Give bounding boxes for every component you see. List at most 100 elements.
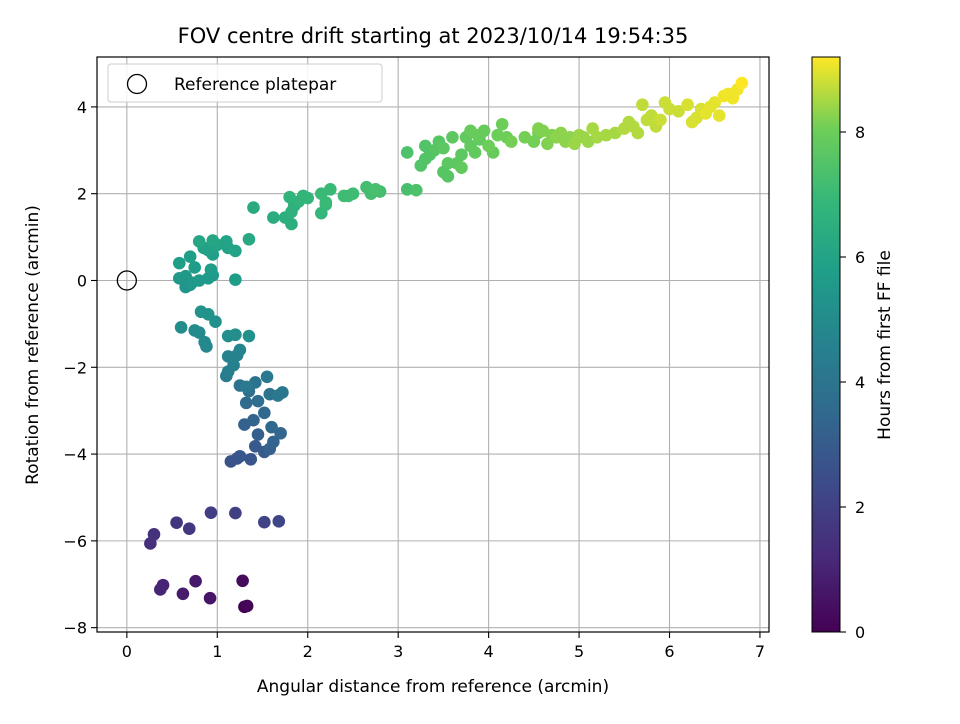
data-point [206,234,220,247]
data-point [229,328,242,342]
data-point [239,396,253,410]
data-point [441,157,455,170]
grid-lines [97,57,769,632]
y-tick-label: −8 [63,619,87,638]
data-point [324,183,337,196]
colorbar: 0 2 4 6 8 Hours from first FF file [811,56,895,642]
colorbar-label: Hours from first FF file [875,250,895,440]
data-point [681,98,694,112]
data-point [301,191,315,205]
data-point [183,250,197,263]
reference-marker [116,270,137,291]
data-point [244,452,258,466]
data-point [455,148,468,161]
data-point [482,139,495,153]
data-point [188,324,201,337]
data-point [179,269,192,283]
reference-point-marker [116,270,137,291]
x-tick-label: 3 [393,642,403,661]
data-point [247,201,260,214]
data-point [504,135,518,148]
data-point [712,109,726,122]
data-point [174,321,188,334]
data-point [242,329,256,343]
data-point [251,394,265,408]
colorbar-tick-label: 4 [855,373,865,392]
data-point [203,591,217,605]
data-point [319,196,333,209]
y-axis-label: Rotation from reference (arcmin) [23,205,43,485]
legend-marker-icon [126,73,148,95]
x-tick-label: 6 [664,642,674,661]
data-point [198,335,211,349]
data-point [735,76,749,90]
data-point [285,217,298,231]
data-point [229,506,242,520]
y-tick-label: 0 [77,271,87,290]
data-point [267,435,280,449]
data-point [258,406,271,420]
data-point [236,574,249,588]
data-point [147,528,161,541]
data-point [455,161,468,174]
data-point [631,126,645,140]
x-tick-label: 2 [303,642,313,661]
y-tick-label: −2 [63,358,87,377]
data-point [242,232,256,246]
colorbar-ticks: 0 2 4 6 8 [840,123,865,642]
data-point [400,183,414,196]
data-point [204,263,218,276]
data-point [192,235,206,248]
x-tick-label: 0 [122,642,132,661]
y-tick-label: −6 [63,532,87,551]
data-point [188,261,201,274]
data-point [251,428,265,441]
colorbar-gradient [811,56,841,633]
data-point [672,104,685,118]
data-point [173,256,186,270]
data-point [239,380,253,394]
data-point [260,370,274,384]
data-point [170,516,183,529]
data-point [636,98,649,112]
data-point [272,515,286,528]
x-axis-label: Angular distance from reference (arcmin) [257,677,609,697]
legend-box [107,63,383,103]
legend-entry-label: Reference platepar [174,75,336,95]
data-point [182,522,196,536]
data-point [201,308,215,321]
data-point [271,389,285,402]
y-axis-ticks: −8 −6 −4 −2 0 2 4 [63,98,97,638]
colorbar-tick-label: 2 [855,498,865,517]
data-point [204,506,218,519]
data-point [176,587,190,601]
chart-title: FOV centre drift starting at 2023/10/14 … [178,24,689,48]
data-point [409,183,423,197]
data-point [654,113,667,127]
data-point [446,130,459,144]
colorbar-tick-label: 8 [855,123,865,142]
colorbar-tick-label: 6 [855,248,865,267]
x-tick-label: 4 [484,642,494,661]
data-point [437,141,450,155]
x-tick-label: 7 [755,642,765,661]
data-point [189,574,202,588]
data-point [233,449,247,463]
data-point [258,515,271,529]
data-point [495,117,509,131]
data-point [441,170,455,183]
data-point [229,244,242,258]
data-point [477,124,491,138]
data-point [274,426,287,440]
data-point [229,273,242,286]
data-points [144,76,749,614]
x-tick-label: 1 [212,642,222,661]
x-tick-label: 5 [574,642,584,661]
data-point [240,599,254,613]
data-point [247,413,260,427]
colorbar-tick-label: 0 [855,623,865,642]
data-point [267,211,280,224]
data-point [369,183,382,196]
